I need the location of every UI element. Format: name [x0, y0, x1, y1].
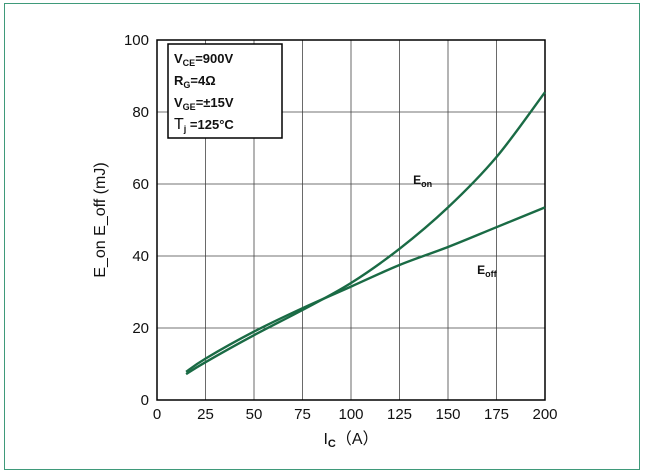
data-series: Eon Eoff — [185, 91, 546, 376]
y-tick-label: 20 — [132, 320, 149, 337]
condition-line: VCE=900V — [174, 51, 233, 68]
x-axis-title-main: I — [323, 431, 327, 448]
x-axis-title: IC（A） — [323, 430, 378, 450]
conditions-box-border — [167, 43, 283, 139]
series-line-e-on — [185, 91, 546, 376]
x-tick-label: 0 — [153, 406, 161, 423]
x-tick-label: 50 — [246, 406, 263, 423]
x-axis-title-sub: C — [328, 438, 336, 450]
condition-line: Tj =125°C — [174, 116, 234, 134]
figure-frame — [4, 3, 640, 470]
x-tick-label: 200 — [532, 406, 557, 423]
axis-ticks: 0 25 50 75 100 125 150 175 200 0 20 40 60 80 100 — [124, 32, 558, 423]
x-tick-label: 25 — [197, 406, 214, 423]
x-tick-label: 125 — [387, 406, 412, 423]
y-axis-title: E_on E_off (mJ) — [92, 162, 109, 277]
x-tick-label: 100 — [338, 406, 363, 423]
y-tick-label: 40 — [132, 248, 149, 265]
y-tick-label: 80 — [132, 104, 149, 121]
plot-area-border — [156, 39, 546, 401]
y-axis-title-text: E_on E_off (mJ) — [92, 162, 109, 277]
series-label-e-on: Eon — [413, 173, 432, 189]
y-tick-label: 0 — [141, 392, 149, 409]
conditions-box: VCE=900V RG=4Ω VGE=±15V Tj =125°C — [167, 43, 283, 139]
series-label-e-off: Eoff — [477, 263, 498, 279]
x-tick-label: 150 — [435, 406, 460, 423]
condition-line: RG=4Ω — [174, 73, 216, 90]
x-axis-title-rest: （A） — [336, 430, 379, 448]
x-tick-label: 175 — [484, 406, 509, 423]
x-tick-label: 75 — [294, 406, 311, 423]
series-line-e-off — [185, 206, 546, 373]
condition-line: VGE=±15V — [174, 95, 234, 112]
y-tick-label: 100 — [124, 32, 149, 49]
y-tick-label: 60 — [132, 176, 149, 193]
